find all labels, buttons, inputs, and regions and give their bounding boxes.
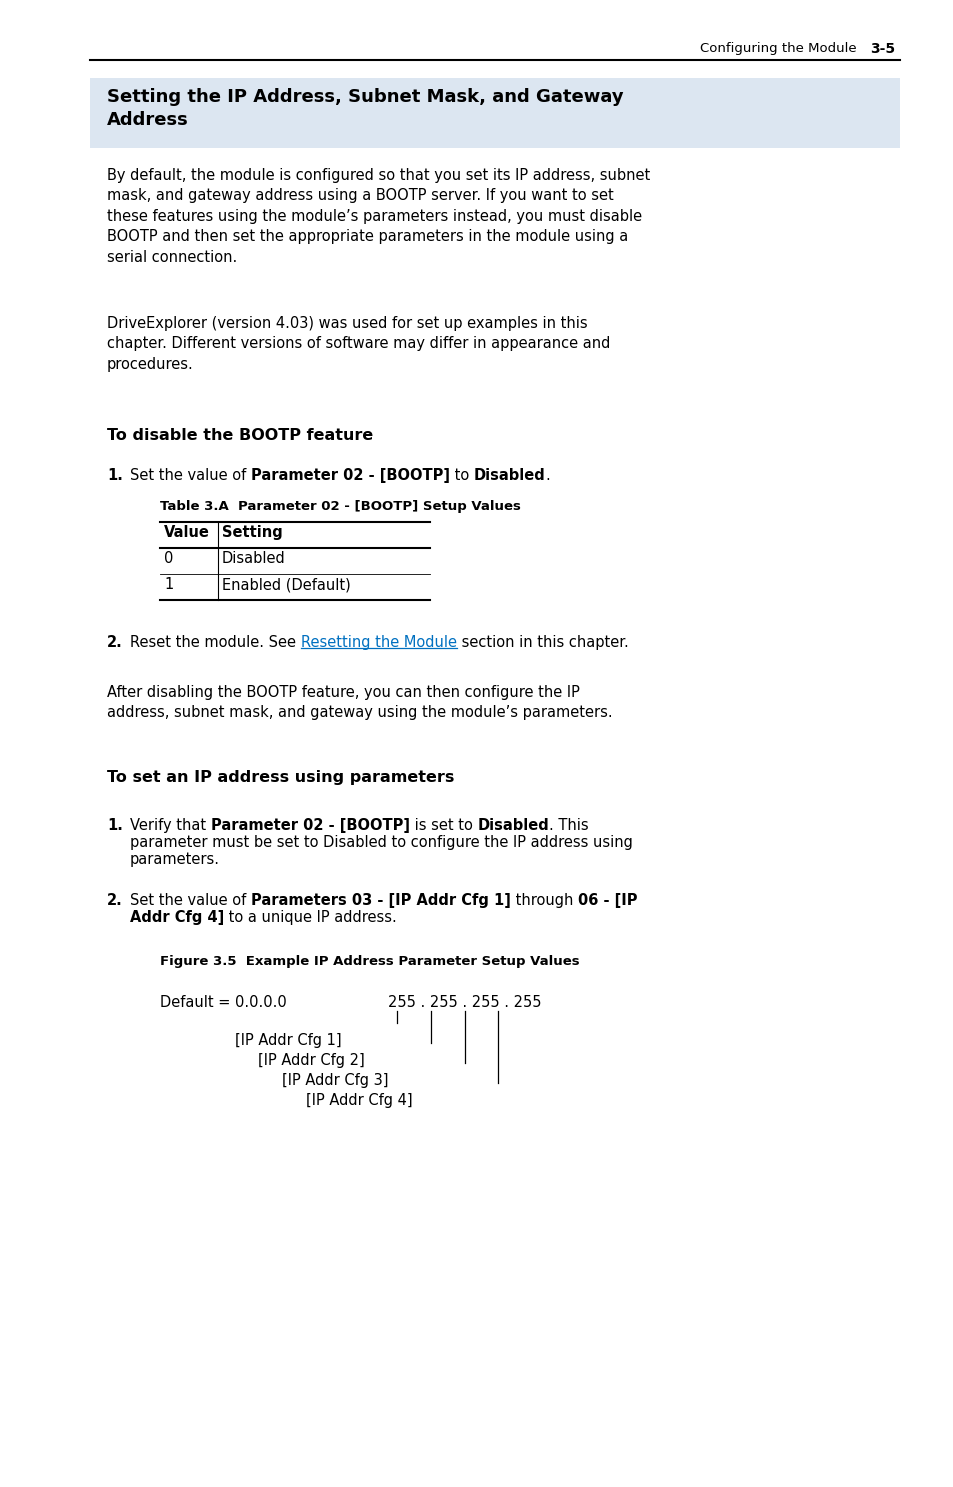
Text: Disabled: Disabled xyxy=(222,552,286,567)
Text: Setting: Setting xyxy=(222,525,282,540)
Text: [IP Addr Cfg 4]: [IP Addr Cfg 4] xyxy=(306,1093,413,1108)
Text: section in this chapter.: section in this chapter. xyxy=(456,635,628,650)
Text: Resetting the Module: Resetting the Module xyxy=(300,635,456,650)
Text: 1: 1 xyxy=(164,577,173,592)
Text: Figure 3.5  Example IP Address Parameter Setup Values: Figure 3.5 Example IP Address Parameter … xyxy=(160,955,579,968)
Text: 06 - [IP: 06 - [IP xyxy=(578,894,637,909)
Text: Set the value of: Set the value of xyxy=(130,894,251,909)
Text: [IP Addr Cfg 3]: [IP Addr Cfg 3] xyxy=(282,1074,388,1088)
Text: Default = 0.0.0.0: Default = 0.0.0.0 xyxy=(160,995,287,1010)
Text: 3-5: 3-5 xyxy=(869,42,894,57)
Text: Value: Value xyxy=(164,525,210,540)
Text: .: . xyxy=(545,468,550,483)
Bar xyxy=(90,77,899,149)
Text: To disable the BOOTP feature: To disable the BOOTP feature xyxy=(107,428,373,443)
Text: 0: 0 xyxy=(164,552,173,567)
Text: Parameter 02 - [BOOTP]: Parameter 02 - [BOOTP] xyxy=(251,468,450,483)
Text: DriveExplorer (version 4.03) was used for set up examples in this
chapter. Diffe: DriveExplorer (version 4.03) was used fo… xyxy=(107,317,610,372)
Text: Reset the module. See: Reset the module. See xyxy=(130,635,300,650)
Text: Verify that: Verify that xyxy=(130,818,211,833)
Text: Set the value of: Set the value of xyxy=(130,468,251,483)
Text: Setting the IP Address, Subnet Mask, and Gateway
Address: Setting the IP Address, Subnet Mask, and… xyxy=(107,88,623,129)
Text: By default, the module is configured so that you set its IP address, subnet
mask: By default, the module is configured so … xyxy=(107,168,650,265)
Text: Configuring the Module: Configuring the Module xyxy=(700,42,856,55)
Text: 1.: 1. xyxy=(107,818,123,833)
Text: through: through xyxy=(510,894,578,909)
Text: parameter must be set to Disabled to configure the IP address using: parameter must be set to Disabled to con… xyxy=(130,836,632,851)
Text: to: to xyxy=(450,468,474,483)
Text: Table 3.A  Parameter 02 - [BOOTP] Setup Values: Table 3.A Parameter 02 - [BOOTP] Setup V… xyxy=(160,500,520,513)
Text: Enabled (Default): Enabled (Default) xyxy=(222,577,351,592)
Text: 1.: 1. xyxy=(107,468,123,483)
Text: To set an IP address using parameters: To set an IP address using parameters xyxy=(107,770,454,785)
Text: 2.: 2. xyxy=(107,635,123,650)
Text: Disabled: Disabled xyxy=(474,468,545,483)
Text: After disabling the BOOTP feature, you can then configure the IP
address, subnet: After disabling the BOOTP feature, you c… xyxy=(107,686,612,720)
Text: Addr Cfg 4]: Addr Cfg 4] xyxy=(130,910,224,925)
Text: . This: . This xyxy=(548,818,588,833)
Text: [IP Addr Cfg 1]: [IP Addr Cfg 1] xyxy=(234,1033,341,1048)
Text: [IP Addr Cfg 2]: [IP Addr Cfg 2] xyxy=(257,1053,364,1068)
Text: Parameters 03 - [IP Addr Cfg 1]: Parameters 03 - [IP Addr Cfg 1] xyxy=(251,894,510,909)
Text: parameters.: parameters. xyxy=(130,852,220,867)
Text: Disabled: Disabled xyxy=(476,818,548,833)
Text: to a unique IP address.: to a unique IP address. xyxy=(224,910,396,925)
Text: 2.: 2. xyxy=(107,894,123,909)
Text: is set to: is set to xyxy=(410,818,476,833)
Text: Parameter 02 - [BOOTP]: Parameter 02 - [BOOTP] xyxy=(211,818,410,833)
Text: 255 . 255 . 255 . 255: 255 . 255 . 255 . 255 xyxy=(388,995,541,1010)
